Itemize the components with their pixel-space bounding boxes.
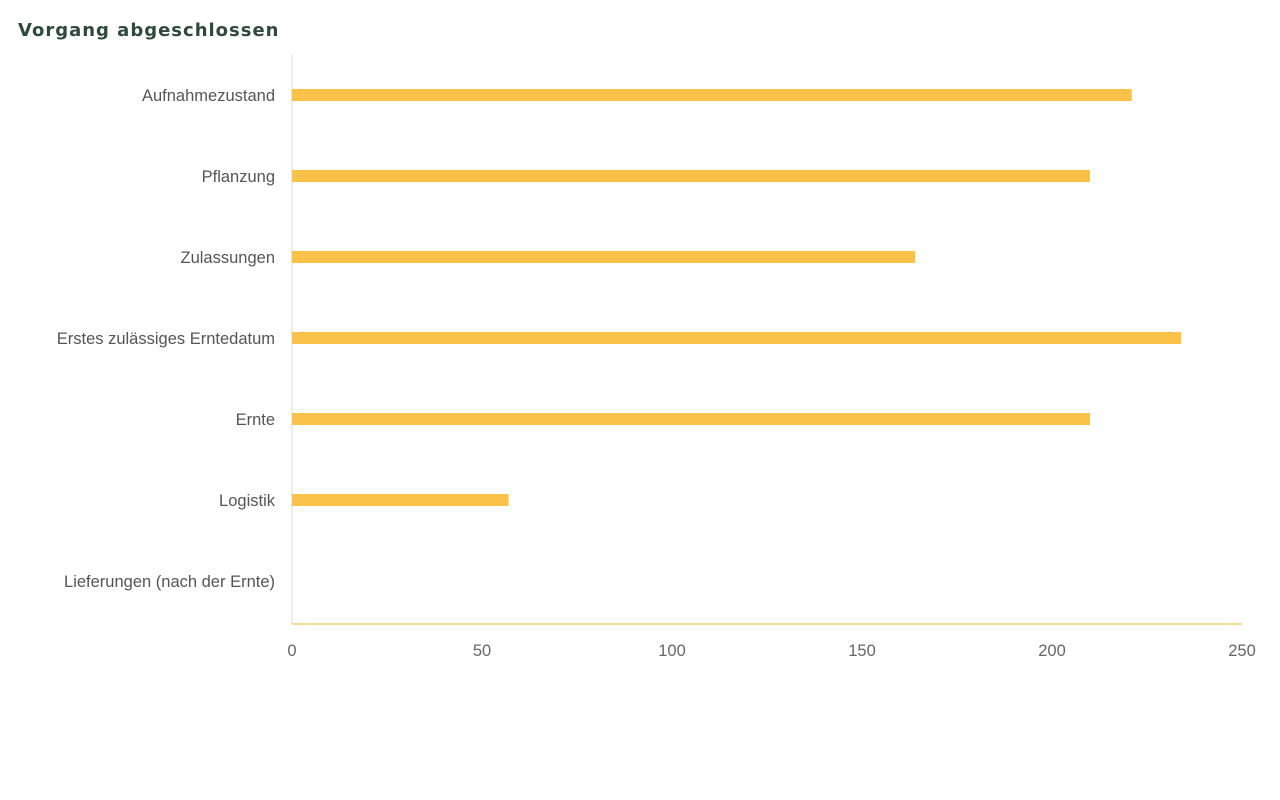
bar-erstes-zulässiges-erntedatum	[292, 332, 1182, 344]
bar-ernte	[292, 413, 1090, 425]
category-label-zulassungen: Zulassungen	[181, 249, 275, 267]
chart-title: Vorgang abgeschlossen	[18, 20, 280, 41]
bar-logistik	[292, 494, 509, 506]
x-tick-label-50: 50	[473, 642, 491, 660]
x-tick-label-150: 150	[848, 642, 876, 660]
category-label-aufnahmezustand: Aufnahmezustand	[142, 87, 275, 105]
bar-aufnahmezustand	[292, 89, 1132, 101]
bar-zulassungen	[292, 251, 916, 263]
bars-group	[292, 89, 1182, 506]
category-label-logistik: Logistik	[219, 492, 276, 510]
bar-pflanzung	[292, 170, 1090, 182]
category-labels: Aufnahmezustand Pflanzung Zulassungen Erste…	[57, 87, 276, 591]
x-tick-labels: 0 50 100 150 200 250	[287, 642, 1255, 660]
category-label-erstes-zulässiges-erntedatum: Erstes zulässiges Erntedatum	[57, 330, 275, 348]
category-label-ernte: Ernte	[236, 411, 275, 429]
x-tick-label-100: 100	[658, 642, 686, 660]
x-tick-label-200: 200	[1038, 642, 1066, 660]
category-label-pflanzung: Pflanzung	[202, 168, 275, 186]
x-tick-label-0: 0	[287, 642, 296, 660]
x-tick-label-250: 250	[1228, 642, 1256, 660]
category-label-lieferungen-nach-der-ernte: Lieferungen (nach der Ernte)	[64, 573, 275, 591]
